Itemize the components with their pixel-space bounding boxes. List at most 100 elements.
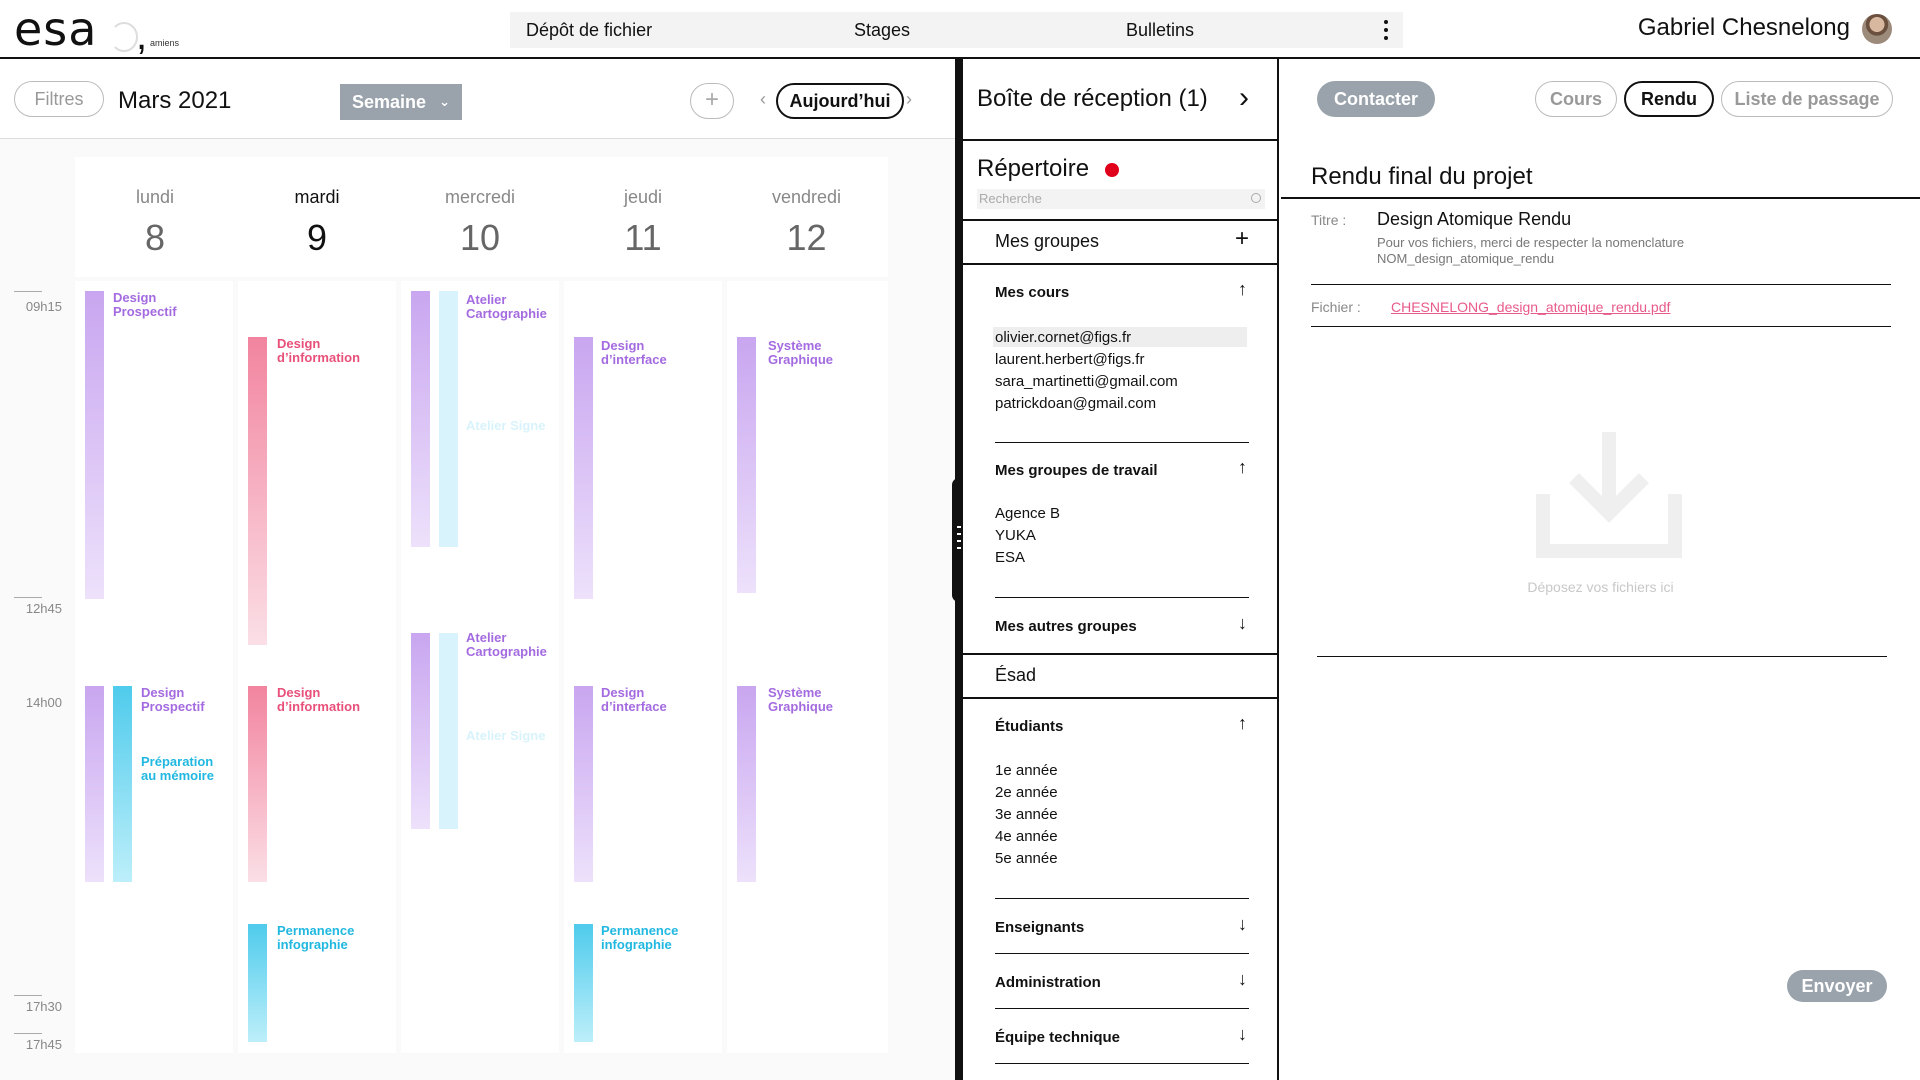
collapse-icon[interactable]: ↑ — [1238, 457, 1247, 477]
add-group-icon[interactable]: + — [1234, 225, 1249, 252]
event-bar-design-prospectif[interactable] — [85, 291, 104, 599]
event-label[interactable]: Atelier Cartographie — [466, 292, 547, 321]
nav-bulletins[interactable]: Bulletins — [1126, 20, 1195, 40]
work-group-item[interactable]: YUKA — [995, 527, 1036, 544]
event-bar-permanence-infographie[interactable] — [574, 924, 593, 1042]
expand-icon[interactable]: ↓ — [1238, 914, 1247, 934]
add-event-button[interactable]: + — [690, 83, 734, 119]
course-contact[interactable]: sara_martinetti@gmail.com — [995, 373, 1178, 390]
event-label[interactable]: Design d’interface — [601, 685, 667, 714]
course-contact[interactable]: laurent.herbert@figs.fr — [995, 351, 1145, 368]
year-item[interactable]: 4e année — [995, 828, 1058, 845]
divider — [995, 442, 1249, 443]
collapse-icon[interactable]: ↑ — [1238, 279, 1247, 299]
day-headers: lundi 8 mardi 9 mercredi 10 jeudi 11 ven… — [75, 157, 888, 277]
event-bar-preparation-memoire[interactable] — [113, 686, 132, 882]
more-menu-icon[interactable] — [1383, 18, 1389, 42]
administration-title[interactable]: Administration — [995, 974, 1101, 991]
work-group-item[interactable]: ESA — [995, 549, 1026, 566]
year-item[interactable]: 2e année — [995, 784, 1058, 801]
file-link[interactable]: CHESNELONG_design_atomique_rendu.pdf — [1391, 299, 1671, 315]
event-label[interactable]: Système Graphique — [768, 338, 834, 367]
divider — [995, 1008, 1249, 1009]
event-label[interactable]: Système Graphique — [768, 685, 834, 714]
nav-depot-fichier[interactable]: Dépôt de fichier — [526, 20, 653, 40]
nav-stages[interactable]: Stages — [854, 20, 911, 40]
event-bar-design-prospectif[interactable] — [85, 686, 104, 882]
my-groups-section[interactable]: Mes groupes + — [963, 221, 1279, 265]
event-label[interactable]: Atelier Cartographie — [466, 630, 547, 659]
day-header-monday[interactable]: lundi 8 — [75, 157, 235, 277]
event-label[interactable]: Design d’interface — [601, 338, 667, 367]
event-label[interactable]: Atelier Signe — [466, 728, 546, 743]
day-header-thursday[interactable]: jeudi 11 — [562, 157, 724, 277]
inbox-section[interactable]: Boîte de réception (1) › — [963, 59, 1279, 141]
inbox-title[interactable]: Boîte de réception (1) — [977, 85, 1208, 112]
work-groups-title[interactable]: Mes groupes de travail — [995, 462, 1158, 479]
dropzone[interactable]: Déposez vos fichiers ici — [1317, 359, 1887, 649]
tab-liste-de-passage[interactable]: Liste de passage — [1721, 81, 1893, 117]
resize-handle[interactable] — [952, 478, 966, 602]
next-week-icon[interactable]: › — [906, 89, 912, 109]
tab-cours[interactable]: Cours — [1535, 81, 1617, 117]
teachers-title[interactable]: Enseignants — [995, 919, 1085, 936]
event-bar-atelier-cartographie[interactable] — [411, 633, 430, 829]
collapse-icon[interactable]: ↑ — [1238, 713, 1247, 733]
day-header-friday[interactable]: vendredi 12 — [725, 157, 888, 277]
my-courses-title[interactable]: Mes cours — [995, 284, 1070, 301]
tab-rendu[interactable]: Rendu — [1624, 81, 1714, 117]
course-contact[interactable]: patrickdoan@gmail.com — [995, 395, 1157, 412]
view-select-label: Semaine — [352, 92, 427, 112]
event-label[interactable]: Permanence infographie — [277, 923, 355, 952]
event-bar-design-information[interactable] — [248, 337, 267, 645]
event-bar-permanence-infographie[interactable] — [248, 924, 267, 1042]
event-bar-design-interface[interactable] — [574, 337, 593, 599]
students-title[interactable]: Étudiants — [995, 718, 1064, 735]
send-button[interactable]: Envoyer — [1787, 970, 1887, 1002]
event-bar-atelier-cartographie[interactable] — [411, 291, 430, 547]
event-bar-atelier-signe[interactable] — [439, 291, 458, 547]
divider — [963, 219, 1279, 221]
event-label[interactable]: Préparation au mémoire — [141, 754, 214, 783]
expand-icon[interactable]: ↓ — [1238, 969, 1247, 989]
expand-icon[interactable]: ↓ — [1238, 1024, 1247, 1044]
event-bar-systeme-graphique[interactable] — [737, 337, 756, 593]
day-header-wednesday[interactable]: mercredi 10 — [399, 157, 561, 277]
logo-arc — [110, 22, 138, 52]
event-label[interactable]: Design d’information — [277, 685, 361, 714]
chevron-right-icon[interactable]: › — [1239, 81, 1249, 114]
year-item[interactable]: 3e année — [995, 806, 1058, 823]
event-label[interactable]: Design Prospectif — [113, 290, 177, 319]
event-label[interactable]: Design Prospectif — [141, 685, 205, 714]
event-bar-design-interface[interactable] — [574, 686, 593, 882]
esad-logo[interactable]: esa , amiens — [14, 2, 179, 58]
notification-dot-icon — [1105, 163, 1119, 177]
logo-text: esa — [14, 2, 98, 56]
year-item[interactable]: 1e année — [995, 762, 1058, 779]
work-group-item[interactable]: Agence B — [995, 505, 1061, 522]
tech-team-title[interactable]: Équipe technique — [995, 1029, 1121, 1046]
esad-section[interactable]: Ésad — [963, 655, 1279, 699]
avatar[interactable] — [1862, 14, 1892, 44]
title-value[interactable]: Design Atomique Rendu — [1377, 209, 1572, 229]
event-label[interactable]: Atelier Signe — [466, 418, 546, 433]
event-bar-systeme-graphique[interactable] — [737, 686, 756, 882]
other-groups-title[interactable]: Mes autres groupes — [995, 618, 1137, 635]
user-name[interactable]: Gabriel Chesnelong — [1637, 14, 1850, 41]
divider — [1281, 197, 1920, 199]
day-header-tuesday[interactable]: mardi 9 — [236, 157, 398, 277]
search-input[interactable]: Recherche — [977, 189, 1265, 209]
year-item[interactable]: 5e année — [995, 850, 1058, 867]
event-bar-design-information[interactable] — [248, 686, 267, 882]
contact-button[interactable]: Contacter — [1317, 81, 1435, 117]
filters-button[interactable]: Filtres — [14, 81, 104, 117]
course-contact[interactable]: olivier.cornet@figs.fr — [995, 329, 1132, 346]
event-label[interactable]: Design d’information — [277, 336, 361, 365]
event-label[interactable]: Permanence infographie — [601, 923, 679, 952]
expand-icon[interactable]: ↓ — [1238, 613, 1247, 633]
view-select[interactable]: Semaine ⌄ — [340, 84, 462, 120]
today-button[interactable]: Aujourd’hui — [776, 83, 904, 119]
month-label: Mars 2021 — [118, 87, 232, 114]
event-bar-atelier-signe[interactable] — [439, 633, 458, 829]
prev-week-icon[interactable]: ‹ — [760, 89, 766, 109]
